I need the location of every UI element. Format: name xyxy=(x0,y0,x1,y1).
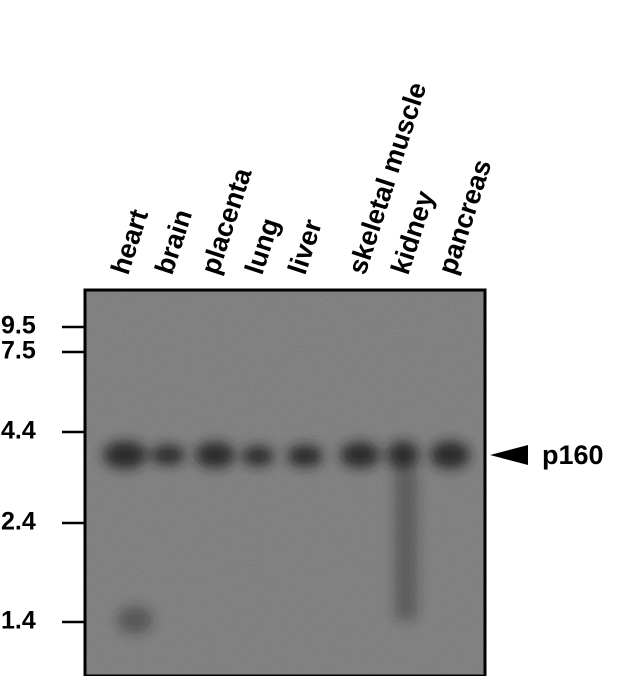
marker-label: 1.4 xyxy=(1,607,36,635)
lane-label: heart xyxy=(105,206,154,278)
marker-label: 9.5 xyxy=(1,312,36,340)
arrowhead xyxy=(490,445,528,465)
marker-label: 2.4 xyxy=(1,508,36,536)
marker-label: 7.5 xyxy=(1,337,36,365)
lane-label: pancreas xyxy=(432,156,497,278)
marker-label: 4.4 xyxy=(1,417,36,445)
lane-label: brain xyxy=(149,206,198,278)
blot xyxy=(83,288,487,676)
band-label: p160 xyxy=(542,440,604,470)
lane-label: liver xyxy=(282,215,328,278)
lane-label: lung xyxy=(239,214,285,277)
